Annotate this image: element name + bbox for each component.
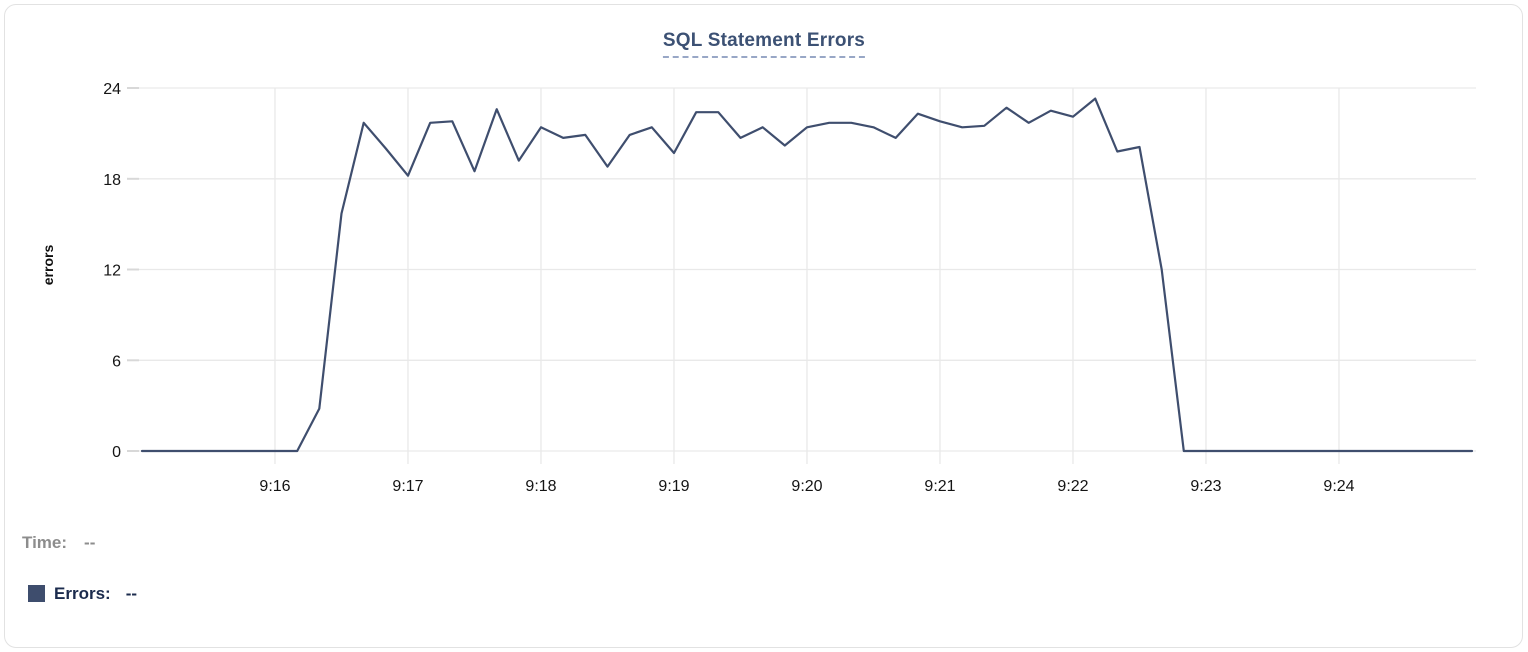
y-tick-label: 18 <box>103 172 121 189</box>
x-tick-label: 9:20 <box>791 478 822 495</box>
y-tick-label: 12 <box>103 263 121 280</box>
chart-panel-card <box>4 4 1523 648</box>
errors-series-line <box>140 97 1474 453</box>
tooltip-time-value: -- <box>84 533 96 552</box>
legend-errors-value: -- <box>125 584 138 603</box>
x-tick-label: 9:16 <box>259 478 290 495</box>
x-tick-label: 9:19 <box>658 478 689 495</box>
x-tick-label: 9:18 <box>525 478 556 495</box>
y-tick-label: 24 <box>103 81 121 98</box>
x-tick-label: 9:24 <box>1323 478 1354 495</box>
panel-title[interactable]: SQL Statement Errors <box>662 30 866 58</box>
errors-series-swatch <box>28 585 45 602</box>
x-tick-label: 9:23 <box>1190 478 1221 495</box>
x-tick-label: 9:21 <box>924 478 955 495</box>
y-tick-label: 0 <box>112 444 121 461</box>
x-tick-label: 9:17 <box>392 478 423 495</box>
x-tick-label: 9:22 <box>1057 478 1088 495</box>
y-axis-label: errors <box>40 244 56 286</box>
tooltip-time-row: Time: -- <box>22 534 95 551</box>
y-tick-label: 6 <box>112 353 121 370</box>
tooltip-time-label: Time: <box>22 533 68 552</box>
legend-errors-row[interactable]: Errors: -- <box>28 585 137 602</box>
legend-errors-label: Errors: <box>54 584 111 603</box>
